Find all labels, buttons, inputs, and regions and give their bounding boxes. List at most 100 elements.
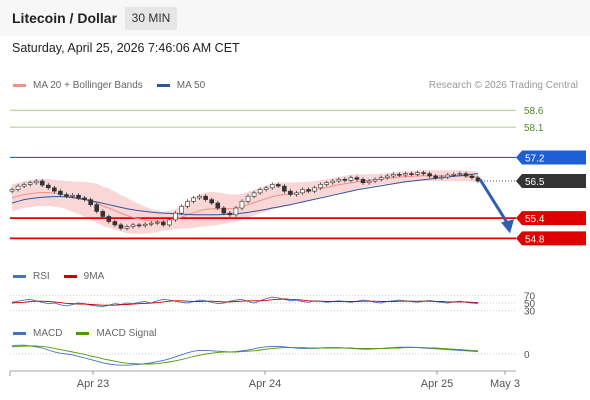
level-label-58-6: 58.6 xyxy=(524,106,544,117)
candle-body xyxy=(94,204,100,212)
level-label-56-5: 56.5 xyxy=(525,177,545,188)
candle-body xyxy=(415,172,420,175)
x-tick-label: Apr 25 xyxy=(421,378,453,390)
rsi-9ma-line xyxy=(11,298,479,306)
candle-body xyxy=(269,184,275,189)
candle-body xyxy=(421,172,426,174)
candle-body xyxy=(88,199,93,205)
candle-body xyxy=(275,184,281,187)
candle-body xyxy=(197,195,202,199)
price-legend: MA 20 + Bollinger Bands MA 50 xyxy=(13,80,219,91)
candle-body xyxy=(306,189,311,192)
candle-body xyxy=(348,177,354,181)
level-tag-57-2 xyxy=(516,150,586,165)
candle-body xyxy=(469,175,475,178)
candle-body xyxy=(160,221,166,226)
rsi-tick-label: 50 xyxy=(524,299,536,310)
level-tag-56-5 xyxy=(516,174,586,189)
candle-body xyxy=(378,177,384,180)
candle-body xyxy=(294,192,299,195)
candle-body xyxy=(324,182,330,185)
candle-body xyxy=(173,212,178,221)
candle-body xyxy=(354,177,360,180)
candle-body xyxy=(52,187,57,192)
candle-body xyxy=(142,223,148,226)
candle-body xyxy=(9,189,15,192)
candle-body xyxy=(167,219,172,226)
candle-body xyxy=(257,189,263,194)
candle-body xyxy=(445,174,451,178)
candle-body xyxy=(185,200,190,207)
candle-body xyxy=(15,185,21,190)
rsi-line xyxy=(11,296,479,308)
candle-body xyxy=(76,194,81,199)
candle-body xyxy=(112,221,118,226)
legend-rsi: RSI xyxy=(13,271,50,282)
candle-body xyxy=(451,174,457,176)
candle-body xyxy=(118,224,124,229)
candle-body xyxy=(439,176,444,179)
timeframe-button[interactable]: 30 MIN xyxy=(125,7,177,30)
candle-body xyxy=(179,206,184,214)
candle-body xyxy=(154,221,160,224)
legend-macd-signal: MACD Signal xyxy=(76,328,156,339)
candle-body xyxy=(433,175,438,178)
macd-legend: MACD MACD Signal xyxy=(13,328,170,339)
candle-body xyxy=(312,187,317,192)
candle-body xyxy=(300,189,305,194)
candle-body xyxy=(136,224,142,227)
candle-body xyxy=(233,207,239,216)
legend-ma20: MA 20 + Bollinger Bands xyxy=(13,80,143,91)
candle-body xyxy=(227,212,233,216)
instrument-title: Litecoin / Dollar xyxy=(12,10,118,26)
candle-body xyxy=(106,216,112,222)
candle-body xyxy=(384,175,390,178)
candle-body xyxy=(282,185,287,192)
candle-body xyxy=(288,190,293,195)
candle-body xyxy=(463,173,469,177)
candle-body xyxy=(457,173,463,175)
forecast-arrow-shaft xyxy=(478,178,512,229)
x-tick-label: Apr 24 xyxy=(249,378,281,390)
rsi-legend: RSI 9MA xyxy=(13,271,118,282)
candle-body xyxy=(221,207,227,214)
level-label-58-1: 58.1 xyxy=(524,123,544,134)
copyright-label: Research © 2026 Trading Central xyxy=(428,80,578,91)
candle-body xyxy=(27,182,33,185)
candle-body xyxy=(39,180,45,186)
legend-macd: MACD xyxy=(13,328,62,339)
macd-line xyxy=(11,344,479,366)
rsi-tick-label: 30 xyxy=(524,306,536,317)
candle-body xyxy=(148,222,154,225)
candle-body xyxy=(70,194,75,197)
candle-body xyxy=(100,211,106,217)
candle-body xyxy=(251,192,257,197)
candle-body xyxy=(263,187,269,190)
candle-body xyxy=(130,224,136,227)
candle-body xyxy=(390,174,396,177)
candle-body xyxy=(209,199,215,204)
candle-body xyxy=(372,179,378,182)
x-tick-label: Apr 23 xyxy=(77,378,109,390)
x-tick-label: May 3 xyxy=(490,378,520,390)
forecast-arrow-head xyxy=(501,219,514,234)
macd-tick-label: 0 xyxy=(524,350,530,361)
candle-body xyxy=(245,195,251,202)
datetime-label: Saturday, April 25, 2026 7:46:06 AM CET xyxy=(12,41,240,55)
level-tag-54-8 xyxy=(516,231,586,246)
level-label-54-8: 54.8 xyxy=(525,234,545,245)
candle-body xyxy=(46,184,51,189)
legend-rsi-9ma: 9MA xyxy=(63,271,104,282)
candle-body xyxy=(427,173,432,177)
candle-body xyxy=(409,173,414,175)
bollinger-band xyxy=(12,170,478,234)
candle-body xyxy=(330,180,336,184)
candle-body xyxy=(342,179,348,181)
candle-body xyxy=(397,174,402,176)
candle-body xyxy=(203,195,208,200)
candle-body xyxy=(58,190,63,195)
candle-body xyxy=(360,179,366,184)
candle-body xyxy=(403,173,408,176)
candle-body xyxy=(82,197,87,200)
